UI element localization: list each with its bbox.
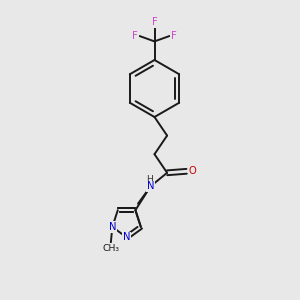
Text: N: N bbox=[147, 181, 154, 191]
Text: N: N bbox=[109, 222, 116, 232]
Text: F: F bbox=[132, 31, 138, 41]
Text: F: F bbox=[171, 31, 177, 41]
Text: CH₃: CH₃ bbox=[102, 244, 119, 253]
Text: H: H bbox=[146, 175, 152, 184]
Text: O: O bbox=[189, 166, 196, 176]
Text: F: F bbox=[152, 17, 158, 27]
Text: N: N bbox=[123, 232, 130, 242]
